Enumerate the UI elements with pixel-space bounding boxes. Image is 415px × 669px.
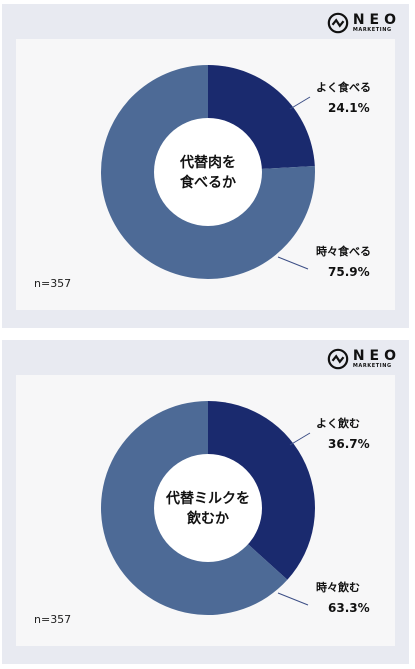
center-label-line-2: 飲むか (186, 510, 229, 527)
neo-marketing-logo: NEO MARKETING (327, 10, 401, 36)
neo-logo-icon (327, 12, 349, 34)
neo-logo-icon (327, 348, 349, 370)
slice-category-label-1: よく食べる (316, 80, 371, 94)
brand-name: NEO (352, 12, 401, 28)
leader-line-2 (277, 592, 309, 606)
brand-sub: MARKETING (352, 363, 392, 369)
chart-panel-2: NEO MARKETING 代替ミルクを 飲むか よく飲む 36.7% 時々飲む 63… (2, 340, 409, 664)
slice-category-label-1: よく飲む (316, 416, 360, 430)
sample-size-label: n=357 (34, 277, 72, 290)
donut-chart-2: 代替ミルクを 飲むか よく飲む 36.7% 時々飲む 63.3% (100, 401, 370, 615)
leader-line-1 (289, 432, 311, 446)
slice-category-label-2: 時々飲む (316, 580, 360, 594)
donut-chart-1: 代替肉を 食べるか よく食べる 24.1% 時々食べる 75.9% (101, 65, 371, 279)
leader-line-1 (289, 96, 311, 110)
sample-size-label: n=357 (34, 613, 72, 626)
slice-value-label-2: 63.3% (328, 601, 370, 615)
chart-panel-1: NEO MARKETING 代替肉を 食べるか よく食べる 24.1% 時々食べる 7… (2, 4, 409, 328)
donut-hole (154, 118, 262, 226)
neo-marketing-logo: NEO MARKETING (327, 346, 401, 372)
center-label-line-1: 代替肉を (179, 154, 236, 171)
brand-sub: MARKETING (352, 27, 392, 33)
slice-value-label-2: 75.9% (328, 265, 370, 279)
donut-hole (154, 454, 262, 562)
chart-card-2: 代替ミルクを 飲むか よく飲む 36.7% 時々飲む 63.3% n=357 (16, 375, 395, 646)
center-label-line-2: 食べるか (180, 174, 236, 191)
slice-category-label-2: 時々食べる (316, 244, 371, 258)
pie-slice-1 (208, 401, 315, 580)
chart-card-1: 代替肉を 食べるか よく食べる 24.1% 時々食べる 75.9% n=357 (16, 39, 395, 310)
center-label-line-1: 代替ミルクを (165, 490, 250, 507)
brand-name: NEO (352, 348, 401, 364)
slice-value-label-1: 24.1% (328, 101, 370, 115)
slice-value-label-1: 36.7% (328, 437, 370, 451)
leader-line-2 (277, 256, 309, 270)
